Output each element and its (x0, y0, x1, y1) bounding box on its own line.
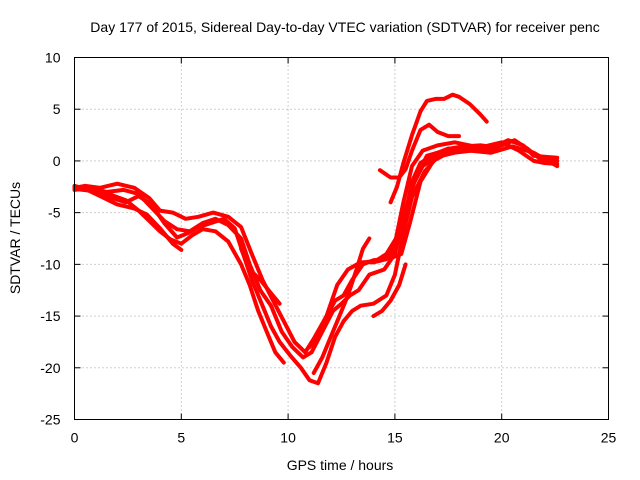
series-line-s7 (307, 138, 560, 350)
y-axis-label: SDTVAR / TECUs (7, 182, 23, 294)
y-tick-label: -15 (40, 308, 60, 324)
y-tick-label: -5 (48, 205, 61, 221)
series-line-s11 (377, 122, 461, 180)
series-line-s2 (72, 140, 560, 360)
x-axis-label: GPS time / hours (287, 457, 394, 473)
plot-frame (74, 57, 609, 420)
series-line-s5 (72, 183, 184, 252)
x-tick-label: 5 (177, 430, 185, 446)
y-tick-label: -10 (40, 256, 60, 272)
data-series (72, 92, 560, 386)
series-line-s8 (311, 236, 372, 375)
series-line-s9 (371, 262, 408, 319)
series-line-s13 (363, 144, 560, 265)
y-tick-label: 5 (53, 101, 61, 117)
y-tick-label: 10 (45, 50, 61, 66)
chart-title: Day 177 of 2015, Sidereal Day-to-day VTE… (90, 19, 599, 35)
x-tick-label: 25 (601, 430, 617, 446)
x-tick-label: 15 (387, 430, 403, 446)
series-line-s10 (371, 143, 500, 265)
series-line-s1 (72, 138, 560, 355)
series-line-s4 (72, 186, 286, 365)
y-tick-label: 0 (53, 153, 61, 169)
x-tick-label: 0 (71, 430, 79, 446)
grid-lines (74, 57, 609, 420)
x-tick-label: 10 (280, 430, 296, 446)
series-line-s12 (388, 92, 489, 205)
series-line-s6 (239, 246, 282, 306)
y-tick-label: -20 (40, 360, 60, 376)
y-tick-label: -25 (40, 412, 60, 428)
series-line-s3 (72, 146, 491, 386)
x-tick-label: 20 (494, 430, 510, 446)
axis-ticks: 0 5 10 15 20 25 -25 -20 -15 -10 -5 0 5 10 (40, 50, 616, 446)
